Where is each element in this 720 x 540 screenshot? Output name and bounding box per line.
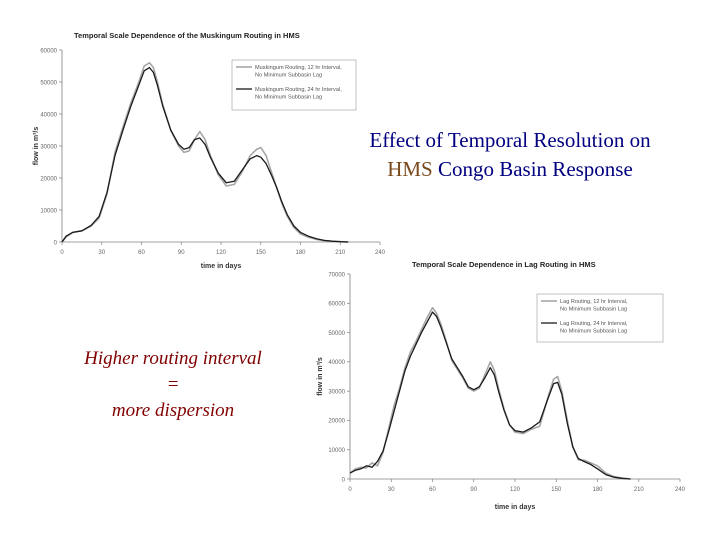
y-tick-label: 50000 <box>40 80 57 86</box>
x-tick-label: 210 <box>335 250 346 256</box>
y-axis-label: flow in m³/s <box>317 357 324 396</box>
x-tick-label: 210 <box>634 487 645 493</box>
y-tick-label: 20000 <box>40 176 57 182</box>
y-tick-label: 60000 <box>328 302 345 308</box>
legend-label-1: Muskingum Routing, 12 hr Interval, <box>255 65 342 71</box>
x-tick-label: 0 <box>60 250 64 256</box>
legend-label-1: Lag Routing, 12 hr Interval, <box>560 299 628 305</box>
x-tick-label: 30 <box>388 487 395 493</box>
legend-label-2: Muskingum Routing, 24 hr Interval, <box>255 87 342 93</box>
slide-title-line-2: HMS Congo Basin Response <box>320 155 700 184</box>
x-axis-label: time in days <box>201 263 242 270</box>
y-tick-label: 20000 <box>328 419 345 425</box>
x-tick-label: 90 <box>470 487 477 493</box>
x-tick-label: 60 <box>429 487 436 493</box>
chart-title: Temporal Scale Dependence of the Musking… <box>74 31 300 40</box>
x-tick-label: 0 <box>348 487 352 493</box>
y-tick-label: 30000 <box>40 144 57 150</box>
slide-title: Effect of Temporal Resolution on HMS Con… <box>320 126 700 184</box>
x-tick-label: 30 <box>98 250 105 256</box>
x-tick-label: 120 <box>216 250 227 256</box>
x-tick-label: 180 <box>295 250 306 256</box>
series-line-2 <box>61 66 349 243</box>
legend-label-1: No Minimum Subbasin Lag <box>255 73 322 79</box>
y-tick-label: 0 <box>54 240 58 246</box>
y-tick-label: 50000 <box>328 331 345 337</box>
y-tick-label: 30000 <box>328 389 345 395</box>
series-line-2 <box>349 311 631 480</box>
slide-title-line-1: Effect of Temporal Resolution on <box>369 128 651 152</box>
x-tick-label: 150 <box>551 487 562 493</box>
dispersion-note: Higher routing interval = more dispersio… <box>48 346 298 424</box>
slide-title-rest: Congo Basin Response <box>432 157 633 181</box>
y-tick-label: 40000 <box>40 112 57 118</box>
legend-label-2: No Minimum Subbasin Lag <box>255 95 322 101</box>
y-tick-label: 60000 <box>40 48 57 54</box>
y-tick-label: 10000 <box>328 448 345 454</box>
dispersion-note-line-2: = <box>166 374 180 395</box>
lag-routing-chart: Temporal Scale Dependence in Lag Routing… <box>317 260 686 511</box>
dispersion-note-line-3: more dispersion <box>111 400 235 421</box>
legend-label-1: No Minimum Subbasin Lag <box>560 307 627 313</box>
y-axis-label: flow in m³/s <box>33 127 40 166</box>
y-tick-label: 40000 <box>328 360 345 366</box>
x-tick-label: 150 <box>256 250 267 256</box>
x-tick-label: 240 <box>375 250 386 256</box>
legend-box <box>536 293 664 343</box>
x-tick-label: 240 <box>675 487 686 493</box>
y-tick-label: 0 <box>342 477 346 483</box>
y-tick-label: 70000 <box>328 272 345 278</box>
slide-title-hms: HMS <box>387 157 433 181</box>
dispersion-note-line-1: Higher routing interval <box>84 348 262 369</box>
chart-title: Temporal Scale Dependence in Lag Routing… <box>412 260 596 269</box>
x-tick-label: 120 <box>510 487 521 493</box>
x-axis-label: time in days <box>495 504 536 511</box>
x-tick-label: 90 <box>178 250 185 256</box>
x-tick-label: 60 <box>138 250 145 256</box>
legend-label-2: No Minimum Subbasin Lag <box>560 329 627 335</box>
muskingum-routing-chart: Temporal Scale Dependence of the Musking… <box>33 31 386 270</box>
y-tick-label: 10000 <box>40 208 57 214</box>
legend-label-2: Lag Routing, 24 hr Interval, <box>560 321 628 327</box>
series-line-1 <box>61 62 349 243</box>
legend-box <box>231 59 357 111</box>
x-tick-label: 180 <box>592 487 603 493</box>
